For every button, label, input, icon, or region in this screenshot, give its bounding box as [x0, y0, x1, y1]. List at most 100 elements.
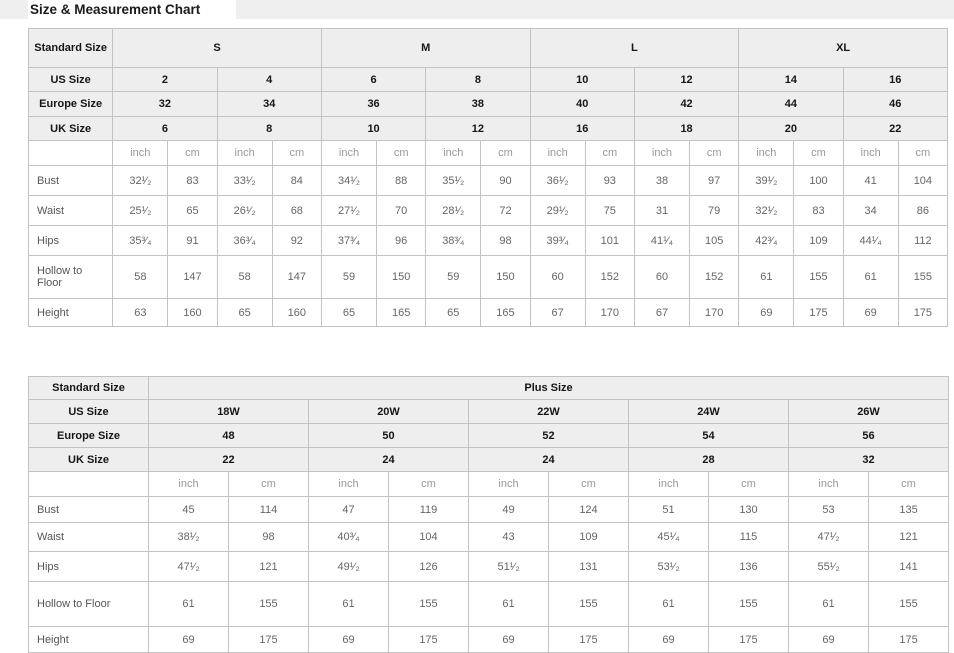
measurement-value: 59 [320, 255, 378, 299]
measurement-value: 165 [376, 298, 427, 327]
measurement-value: 165 [480, 298, 531, 327]
measurement-value: 83 [793, 195, 844, 226]
measurement-value: 130 [708, 496, 789, 523]
measurement-value: 93 [584, 165, 635, 196]
us-size-value: 26W [787, 399, 950, 424]
unit-header-inch: inch [320, 140, 378, 166]
uk-size-value: 32 [787, 447, 950, 472]
unit-header-inch: inch [216, 140, 273, 166]
measurement-value: 45¹⁄₄ [628, 522, 709, 552]
measurement-value: 155 [548, 581, 629, 627]
measurement-value: 36¹⁄₂ [529, 165, 586, 196]
measurement-value: 72 [480, 195, 531, 226]
uk-size-value: 20 [738, 116, 844, 141]
unit-header-cm: cm [388, 471, 469, 497]
us-size-row-label: US Size [27, 67, 114, 92]
measurement-value: 51¹⁄₂ [468, 551, 549, 582]
measurement-value: 141 [867, 551, 950, 582]
measurement-value: 101 [584, 225, 635, 256]
us-size-value: 14 [738, 67, 844, 92]
measurement-value: 44¹⁄₄ [842, 225, 899, 256]
uk-size-value: 8 [216, 116, 322, 141]
measurement-value: 100 [793, 165, 844, 196]
measurement-value: 49 [468, 496, 549, 523]
table-row: inch cm inch cm inch cm inch cm inch cm … [27, 140, 949, 166]
measurement-value: 75 [584, 195, 635, 226]
us-size-value: 20W [308, 399, 469, 424]
us-size-value: 16 [842, 67, 949, 92]
unit-header-inch: inch [308, 471, 389, 497]
measurement-value: 152 [689, 255, 740, 299]
empty-corner-cell [27, 140, 114, 166]
europe-size-value: 34 [216, 91, 322, 117]
measurement-value: 68 [271, 195, 322, 226]
table-row: Bust 45 114 47 119 49 124 51 130 53 135 [28, 496, 950, 523]
uk-size-value: 6 [112, 116, 218, 141]
us-size-value: 8 [425, 67, 531, 92]
unit-header-inch: inch [842, 140, 899, 166]
unit-header-inch: inch [738, 140, 795, 166]
table-row: UK Size 22 24 24 28 32 [28, 447, 950, 472]
measurement-value: 83 [167, 165, 218, 196]
measurement-value: 104 [388, 522, 469, 552]
table-row: inch cm inch cm inch cm inch cm inch cm [28, 471, 950, 497]
measurement-value: 92 [271, 225, 322, 256]
measurement-value: 155 [708, 581, 789, 627]
measurement-value: 47 [308, 496, 389, 523]
measurement-value: 79 [689, 195, 740, 226]
measurement-value: 39³⁄₄ [529, 225, 586, 256]
measurement-value: 61 [468, 581, 549, 627]
measurement-value: 147 [271, 255, 322, 299]
table-row: Waist 38¹⁄₂ 98 40³⁄₄ 104 43 109 45¹⁄₄ 11… [28, 522, 950, 552]
measurement-value: 51 [628, 496, 709, 523]
measurement-value: 37³⁄₄ [320, 225, 378, 256]
measurement-value: 135 [867, 496, 950, 523]
unit-header-inch: inch [112, 140, 169, 166]
measurement-value: 98 [480, 225, 531, 256]
europe-size-value: 52 [468, 423, 629, 448]
measurement-value: 61 [148, 581, 229, 627]
measurement-value: 32¹⁄₂ [112, 165, 169, 196]
measurement-value: 40³⁄₄ [308, 522, 389, 552]
unit-header-inch: inch [529, 140, 586, 166]
measurement-value: 58 [112, 255, 169, 299]
measurement-row-label: Bust [28, 496, 149, 523]
measurement-value: 35¹⁄₂ [425, 165, 482, 196]
table-row: Height 63 160 65 160 65 165 65 165 67 17… [27, 298, 949, 327]
unit-header-cm: cm [689, 140, 740, 166]
measurement-row-label: Height [27, 298, 114, 327]
table-row: Hips 47¹⁄₂ 121 49¹⁄₂ 126 51¹⁄₂ 131 53¹⁄₂… [28, 551, 950, 582]
unit-header-cm: cm [897, 140, 949, 166]
europe-size-value: 48 [148, 423, 309, 448]
uk-size-value: 24 [308, 447, 469, 472]
measurement-value: 96 [376, 225, 427, 256]
uk-size-value: 28 [628, 447, 789, 472]
measurement-value: 59 [425, 255, 482, 299]
measurement-value: 25¹⁄₂ [112, 195, 169, 226]
measurement-value: 65 [320, 298, 378, 327]
us-size-value: 22W [468, 399, 629, 424]
us-size-row-label: US Size [28, 399, 149, 424]
size-group-header: XL [738, 28, 948, 68]
measurement-value: 112 [897, 225, 949, 256]
measurement-value: 155 [793, 255, 844, 299]
measurement-value: 47¹⁄₂ [148, 551, 229, 582]
europe-size-value: 40 [529, 91, 635, 117]
measurement-value: 61 [788, 581, 869, 627]
plus-size-group-header: Plus Size [147, 376, 950, 400]
measurement-row-label: Waist [27, 195, 114, 226]
unit-header-inch: inch [468, 471, 549, 497]
measurement-value: 65 [167, 195, 218, 226]
table-row: Bust 32¹⁄₂ 83 33¹⁄₂ 84 34¹⁄₂ 88 35¹⁄₂ 90… [27, 165, 949, 196]
measurement-value: 160 [271, 298, 322, 327]
measurement-value: 160 [167, 298, 218, 327]
measurement-value: 65 [425, 298, 482, 327]
measurement-value: 170 [689, 298, 740, 327]
measurement-value: 86 [897, 195, 949, 226]
measurement-value: 38 [633, 165, 691, 196]
measurement-value: 155 [897, 255, 949, 299]
size-group-header: M [320, 28, 531, 68]
us-size-value: 12 [633, 67, 740, 92]
measurement-value: 104 [897, 165, 949, 196]
uk-size-value: 16 [529, 116, 635, 141]
